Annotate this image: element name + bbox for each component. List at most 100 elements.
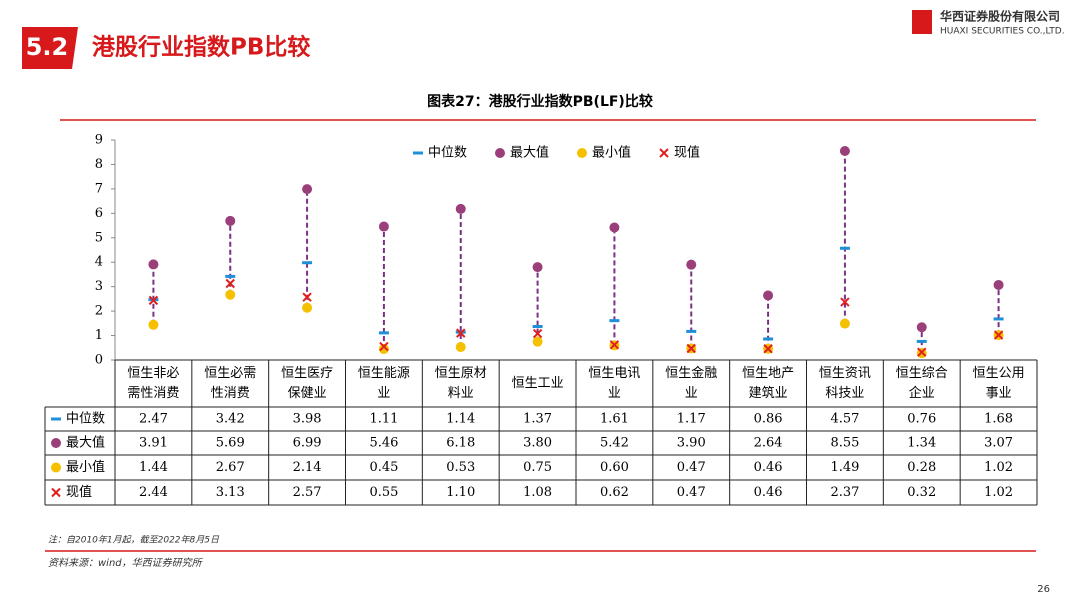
point [763,344,773,354]
legend-label: 中位数 [428,146,467,161]
table-value: 1.61 [600,412,629,427]
table-value: 3.98 [293,412,322,427]
point [148,295,159,306]
category-label: 恒生地产 建筑业 [742,365,795,401]
table-value: 3.90 [677,436,706,451]
y-tick-label: 6 [95,206,103,221]
legend-marker [659,148,669,158]
table-value: 6.18 [446,436,475,451]
legend-label: 现值 [674,145,700,161]
category-cell: 恒生资讯 科技业 [819,366,871,401]
logo-mark [912,10,932,34]
table-value: 0.60 [600,460,629,475]
point [763,337,774,341]
row-label: 最小值 [66,459,105,475]
table-value: 1.17 [677,412,706,427]
section-badge [22,27,78,69]
table-value: 3.91 [139,436,168,451]
point [148,319,159,330]
category-cell: 恒生非必 需性消费 [127,366,179,401]
table-value: 0.45 [369,460,398,475]
y-tick-label: 3 [95,279,103,294]
point [532,262,543,273]
row-label: 最大值 [66,435,105,451]
point [993,330,1004,340]
category-cell: 恒生工业 [511,375,564,391]
y-tick-label: 0 [95,353,103,368]
point [609,319,620,323]
table-value: 1.08 [523,485,552,500]
table-value: 1.02 [984,485,1013,500]
table-value: 6.99 [293,436,322,451]
point [916,339,927,343]
category-label: 恒生工业 [511,375,564,391]
table-value: 1.49 [830,460,859,475]
y-tick-label: 9 [95,133,103,148]
table-value: 0.62 [600,485,629,500]
y-tick-label: 4 [95,255,103,270]
category-label: 恒生能源 业 [357,365,410,401]
point [532,328,543,339]
point [225,278,235,289]
point [763,290,774,301]
table-value: 2.44 [139,485,168,500]
point [916,322,927,333]
table-value: 0.47 [677,460,706,475]
legend-marker [495,148,505,158]
row-label: 中位数 [66,412,105,427]
company-name: 华西证券股份有限公司 [940,9,1060,24]
point [839,246,850,250]
table-value: 0.53 [446,460,475,475]
section-number: 5.2 [26,33,69,61]
point [686,259,697,270]
point [302,261,313,265]
point [378,221,389,232]
category-label: 恒生综合 企业 [895,365,948,401]
table-value: 2.64 [754,436,783,451]
legend-label: 最小值 [592,145,631,161]
table-value: 2.37 [830,485,859,500]
table-value: 1.34 [907,436,936,451]
y-tick-label: 1 [95,328,103,343]
category-cell: 恒生医疗 保健业 [281,366,333,401]
note: 注：自2010年1月起，截至2022年8月5日 [48,535,220,546]
category-cell: 恒生能源 业 [357,365,410,401]
page-number: 26 [1037,584,1050,595]
point [532,325,543,329]
table-value: 8.55 [830,436,859,451]
table-value: 1.14 [446,412,475,427]
source: 资料来源：wind，华西证券研究所 [48,557,204,569]
point [148,259,159,270]
table-value: 0.55 [369,485,398,500]
table-value: 0.46 [754,460,783,475]
table-value: 1.10 [446,485,475,500]
point [609,222,620,233]
point [840,297,850,307]
row-marker [51,438,61,448]
point [993,279,1004,290]
category-label: 恒生公用 事业 [972,365,1025,401]
table-value: 3.42 [216,412,245,427]
category-cell: 恒生原材 料业 [435,366,487,401]
category-cell: 恒生电讯 业 [588,365,641,401]
table-value: 5.46 [369,436,398,451]
point [455,342,466,353]
point [993,317,1004,321]
table-value: 1.11 [369,412,398,427]
table-value: 2.57 [293,485,322,500]
table-value: 1.37 [523,412,552,427]
point [455,203,466,214]
page-title: 港股行业指数PB比较 [92,34,310,61]
category-cell: 恒生综合 企业 [895,365,948,401]
point [378,344,389,354]
row-label: 现值 [66,484,92,500]
category-label: 恒生必需 性消费 [204,365,257,401]
table-value: 5.69 [216,436,245,451]
point [225,274,236,278]
point [609,340,620,350]
point [302,184,313,195]
category-label: 恒生电讯 业 [588,365,641,401]
row-marker [51,462,61,473]
table-value: 0.76 [907,412,936,427]
